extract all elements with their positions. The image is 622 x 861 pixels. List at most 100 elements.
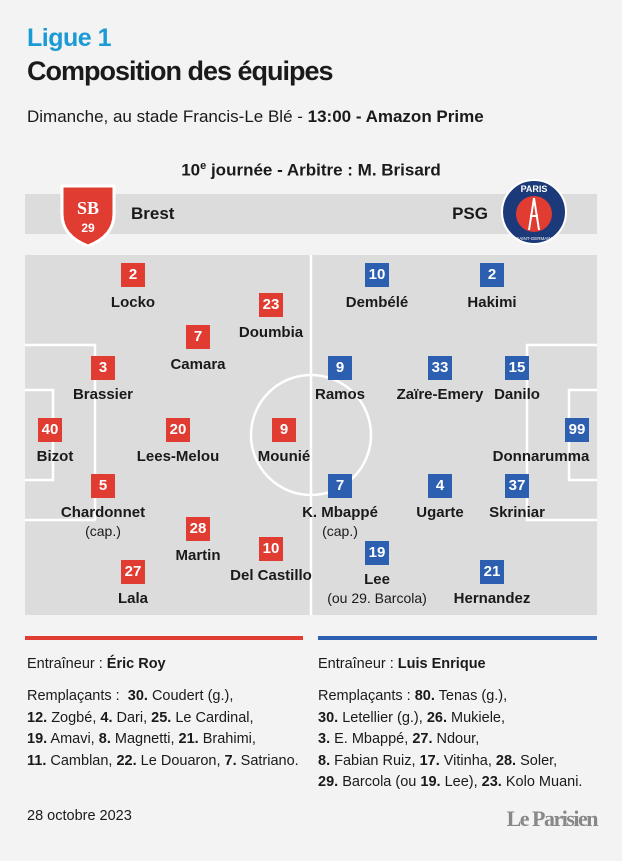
sub-line: Remplaçants : 30. Coudert (g.),	[27, 686, 299, 708]
crest-text: SAINT-GERMAIN	[516, 236, 552, 241]
sub-text: Magnetti,	[110, 731, 179, 747]
sub-number: 80.	[414, 688, 435, 704]
player-name: Skriniar	[489, 504, 545, 521]
sub-text: Tenas (g.),	[434, 688, 508, 704]
date: 28 octobre 2023	[27, 808, 132, 824]
psg-crest: PARIS SAINT-GERMAIN	[501, 179, 567, 245]
sub-line: Remplaçants : 80. Tenas (g.),	[318, 686, 582, 708]
sub-text: Soler,	[516, 752, 558, 769]
player-number: 28	[186, 517, 210, 541]
player-number: 15	[505, 356, 529, 380]
sub-number: 23.	[481, 774, 502, 790]
team-name: PSG	[452, 204, 488, 223]
crest-shield	[60, 184, 116, 248]
player-name: Chardonnet	[60, 504, 146, 521]
sub-number: 29.	[318, 774, 339, 790]
player-number: 23	[259, 293, 283, 317]
sub-line: 3. E. Mbappé, 27. Ndour,	[318, 729, 582, 751]
player-number: 7	[186, 325, 210, 349]
sub-number: 8.	[98, 731, 111, 747]
player-name: Lala	[117, 590, 149, 607]
sub-line: 12. Zogbé, 4. Dari, 25. Le Cardinal,	[27, 708, 299, 730]
player-name: Mounié	[257, 448, 311, 465]
sub-number: 30.	[127, 688, 148, 704]
sub-number: 4.	[100, 709, 113, 726]
sub-number: 19.	[27, 731, 48, 747]
player-name: Lee	[364, 571, 390, 588]
sub-text: Le Cardinal,	[171, 709, 254, 726]
sub-text: Brahimi,	[198, 731, 256, 747]
sub-number: 19.	[420, 774, 441, 790]
player-number: 10	[259, 537, 283, 561]
player-number: 4	[428, 474, 452, 498]
player-number: 7	[328, 474, 352, 498]
sub-text: Amavi,	[47, 731, 99, 747]
subtitle-text: Dimanche, au stade Francis-Le Blé -	[27, 107, 308, 126]
crest-text: SB	[77, 198, 99, 218]
sub-line: 30. Letellier (g.), 26. Mukiele,	[318, 708, 582, 730]
substitutes: Remplaçants : 30. Coudert (g.), 12. Zogbé…	[27, 686, 299, 772]
player-name: Hakimi	[467, 294, 517, 311]
subtitle: Dimanche, au stade Francis-Le Blé - 13:0…	[27, 107, 484, 127]
sub-line: 29. Barcola (ou 19. Lee), 23. Kolo Muani…	[318, 772, 582, 794]
league: Ligue 1	[27, 24, 112, 52]
sub-number: 3.	[318, 731, 331, 747]
player-name: Locko	[110, 294, 156, 311]
player-note: (cap.)	[322, 523, 358, 539]
sub-line: 11. Camblan, 22. Le Douaron, 7. Satriano…	[27, 751, 299, 773]
penalty-box	[525, 343, 597, 522]
sub-number: 11.	[27, 752, 47, 769]
player-name: Martin	[175, 547, 221, 564]
sub-text: Mukiele,	[447, 709, 506, 726]
coach-label: Entraîneur :	[318, 656, 398, 672]
sub-number: 8.	[318, 752, 331, 769]
player-name: Zaïre-Emery	[396, 386, 484, 403]
coach-name: Luis Enrique	[397, 656, 486, 672]
coach: Entraîneur : Éric Roy	[27, 654, 166, 676]
center-circle	[249, 373, 373, 497]
player-name: Camara	[170, 356, 226, 373]
player-name: Ugarte	[416, 504, 464, 521]
player-number: 3	[91, 356, 115, 380]
sub-text: Vitinha,	[439, 752, 496, 769]
matchday-sup: e	[200, 160, 207, 172]
crest-inner	[516, 196, 552, 232]
sub-number: 22.	[116, 752, 137, 769]
sub-text: Letellier (g.),	[338, 709, 427, 726]
player-number: 21	[480, 560, 504, 584]
sub-text: Ndour,	[432, 731, 480, 747]
sub-text: Fabian Ruiz,	[330, 752, 420, 769]
sub-number: 21.	[178, 731, 199, 747]
player-number: 99	[565, 418, 589, 442]
player-number: 9	[328, 356, 352, 380]
matchday: 10e journée - Arbitre : M. Brisard	[181, 160, 441, 181]
player-number: 37	[505, 474, 529, 498]
player-number: 27	[121, 560, 145, 584]
player-name: Doumbia	[238, 324, 304, 341]
player-number: 9	[272, 418, 296, 442]
crest-tower	[528, 197, 540, 231]
penalty-box	[25, 343, 97, 522]
player-name: Bizot	[36, 448, 74, 465]
player-number: 19	[365, 541, 389, 565]
player-name: Danilo	[494, 386, 540, 403]
player-name: Hernandez	[453, 590, 531, 607]
sub-text: Remplaçants :	[27, 688, 128, 704]
player-note: (ou 29. Barcola)	[327, 590, 427, 606]
crest-text: PARIS	[521, 184, 548, 194]
player-name: Ramos	[314, 386, 366, 403]
player-name: Lees-Melou	[136, 448, 220, 465]
team-name: Brest	[131, 204, 175, 223]
title: Composition des équipes	[27, 56, 334, 86]
player-name: Del Castillo	[230, 567, 312, 584]
player-note: (cap.)	[85, 523, 121, 539]
sub-text: Kolo Muani.	[501, 774, 583, 790]
player-number: 5	[91, 474, 115, 498]
sub-text: Remplaçants :	[318, 688, 415, 704]
sub-text: Dari,	[112, 709, 152, 726]
sub-number: 27.	[412, 731, 433, 747]
brest-crest: SB 29	[60, 184, 116, 248]
sub-text: Camblan,	[46, 752, 117, 769]
